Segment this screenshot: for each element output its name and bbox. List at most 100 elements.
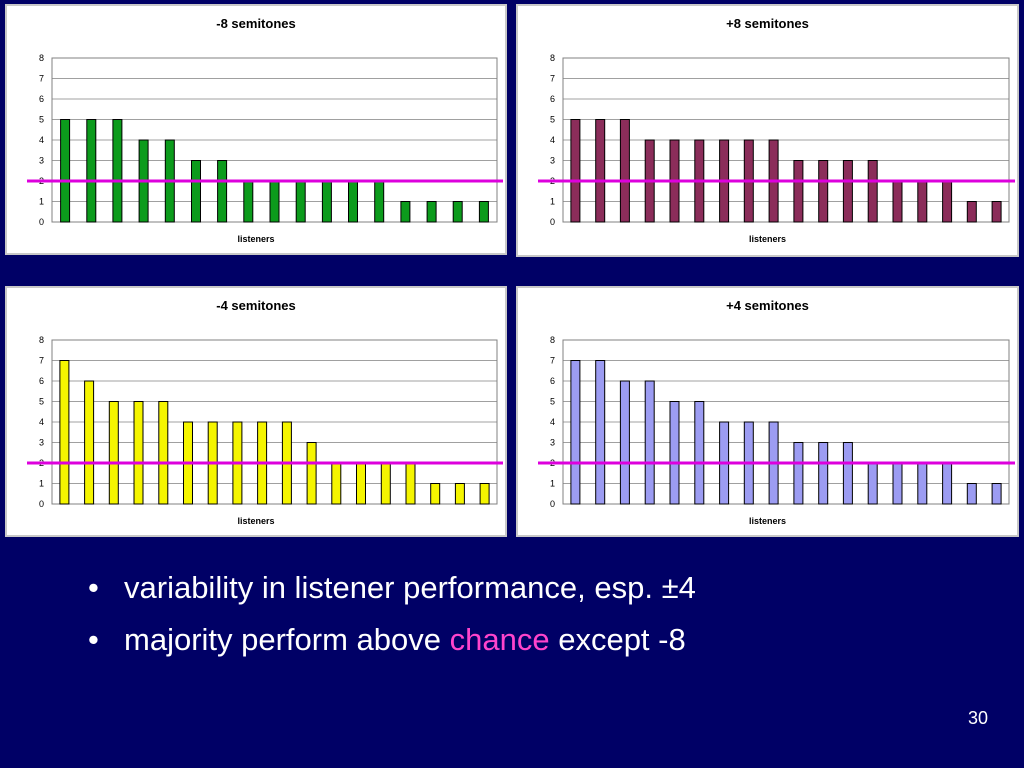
bar <box>306 442 317 505</box>
bar <box>133 401 144 505</box>
chart-title: -4 semitones <box>216 298 295 313</box>
x-axis-label: listeners <box>237 234 274 244</box>
bar <box>793 442 804 505</box>
y-tick-label: 5 <box>550 397 555 407</box>
bullet-dot: • <box>88 622 99 657</box>
bar <box>158 401 169 505</box>
bar <box>348 180 358 223</box>
y-tick-label: 3 <box>39 438 44 448</box>
bar <box>570 360 581 505</box>
bar <box>374 180 385 223</box>
bar <box>191 160 201 223</box>
bar <box>426 201 437 223</box>
bar <box>356 462 366 505</box>
bar <box>478 201 489 223</box>
bar <box>59 360 70 505</box>
bar <box>842 160 853 223</box>
bullet-text-part: variability in listener performance, esp… <box>124 570 696 605</box>
bar <box>991 483 1002 505</box>
bar <box>991 201 1002 223</box>
y-tick-label: 8 <box>550 53 555 63</box>
bar <box>217 160 228 223</box>
bar <box>595 119 606 223</box>
y-tick-label: 5 <box>39 115 44 125</box>
chart-panel-minus-8: -8 semitones012345678listeners <box>5 4 507 255</box>
bar <box>452 201 463 223</box>
bar <box>694 401 705 505</box>
bar <box>331 462 342 505</box>
bullet-text-part: majority perform above <box>124 622 450 657</box>
bar <box>793 160 804 223</box>
bar <box>454 483 465 505</box>
y-tick-label: 8 <box>39 335 44 345</box>
y-tick-label: 0 <box>550 217 555 227</box>
chart-panel-minus-4: -4 semitones012345678listeners <box>5 286 507 537</box>
y-tick-label: 1 <box>550 197 555 207</box>
y-tick-label: 1 <box>39 197 44 207</box>
bar <box>60 119 71 223</box>
bar <box>321 180 332 223</box>
y-tick-label: 5 <box>550 115 555 125</box>
chart-panel-plus-4: +4 semitones012345678listeners <box>516 286 1019 537</box>
bullet-dot: • <box>88 570 99 605</box>
bullet-text: majority perform above chance except -8 <box>124 622 686 657</box>
y-tick-label: 4 <box>39 135 44 145</box>
y-tick-label: 3 <box>550 438 555 448</box>
bar <box>842 442 853 505</box>
chart-plus-8: +8 semitones012345678listeners <box>538 16 1015 244</box>
chart-minus-4: -4 semitones012345678listeners <box>27 298 503 526</box>
chart-plus-4: +4 semitones012345678listeners <box>538 298 1015 526</box>
y-tick-label: 3 <box>39 156 44 166</box>
bar <box>917 180 928 223</box>
bar <box>269 180 280 223</box>
bar <box>892 462 903 505</box>
bullet-text-part: except -8 <box>549 622 686 657</box>
plot-area <box>562 339 1010 505</box>
y-tick-label: 8 <box>550 335 555 345</box>
y-tick-label: 6 <box>550 376 555 386</box>
bar <box>479 483 490 505</box>
bar <box>619 119 630 223</box>
bar <box>966 483 977 505</box>
bar <box>430 483 441 505</box>
bar <box>917 462 928 505</box>
y-tick-label: 1 <box>39 479 44 489</box>
bar <box>818 160 829 223</box>
y-tick-label: 6 <box>39 376 44 386</box>
chart-title: +8 semitones <box>726 16 809 31</box>
bar <box>405 462 416 505</box>
bar <box>380 462 391 505</box>
y-tick-label: 7 <box>39 356 44 366</box>
bullet-list: • variability in listener performance, es… <box>88 562 696 666</box>
y-tick-label: 8 <box>39 53 44 63</box>
bar <box>112 119 123 223</box>
y-tick-label: 4 <box>550 417 555 427</box>
y-tick-label: 7 <box>550 356 555 366</box>
x-axis-label: listeners <box>749 234 786 244</box>
bar <box>942 180 953 223</box>
x-axis-label: listeners <box>237 516 274 526</box>
bar <box>243 180 254 223</box>
bar <box>966 201 977 223</box>
chart-minus-8: -8 semitones012345678listeners <box>27 16 503 244</box>
bullet-text: variability in listener performance, esp… <box>124 570 696 605</box>
bar <box>86 119 97 223</box>
plot-area <box>51 339 498 505</box>
y-tick-label: 7 <box>39 74 44 84</box>
slide-number: 30 <box>967 708 988 728</box>
y-tick-label: 5 <box>39 397 44 407</box>
chart-panel-plus-8: +8 semitones012345678listeners <box>516 4 1019 257</box>
chart-title: +4 semitones <box>726 298 809 313</box>
bar <box>400 201 411 223</box>
bar <box>644 380 655 505</box>
y-tick-label: 4 <box>550 135 555 145</box>
bullet-item-variability: • variability in listener performance, es… <box>88 562 696 614</box>
bar <box>295 180 306 223</box>
bar <box>570 119 581 223</box>
y-tick-label: 4 <box>39 417 44 427</box>
bar <box>619 380 630 505</box>
bar <box>84 380 95 505</box>
bullet-item-majority: • majority perform above chance except -8 <box>88 614 696 666</box>
bar <box>867 160 878 223</box>
